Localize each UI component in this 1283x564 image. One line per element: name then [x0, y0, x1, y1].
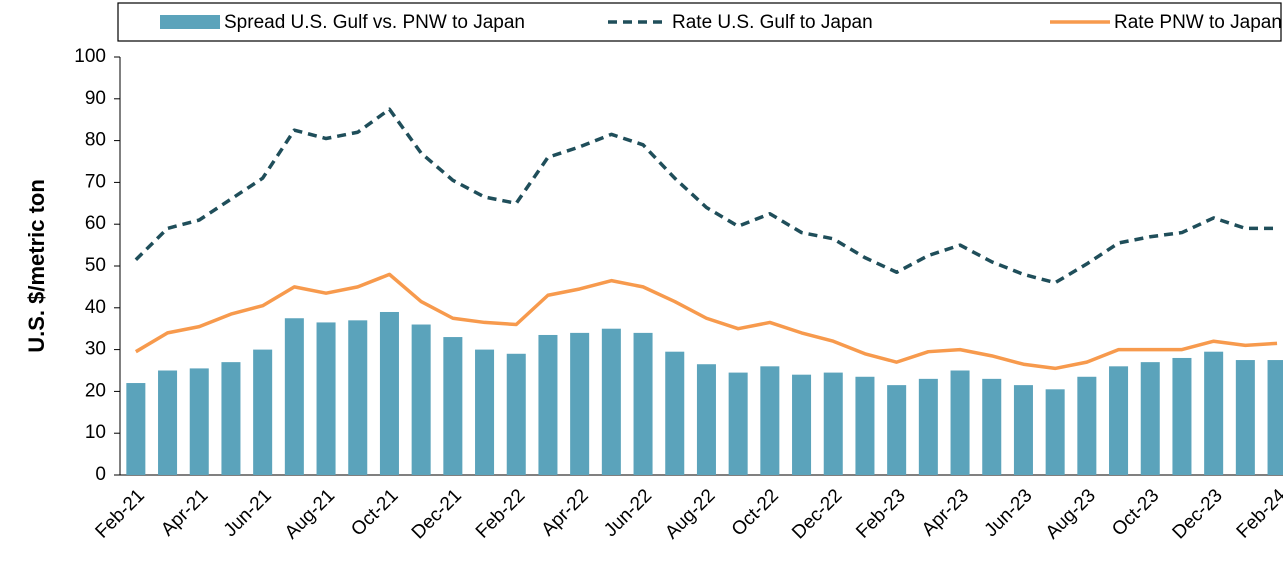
bar — [1045, 389, 1065, 475]
y-tick-label: 10 — [85, 422, 106, 443]
y-tick-label: 50 — [85, 255, 106, 276]
bar — [823, 372, 843, 475]
bar — [1077, 376, 1097, 475]
bar — [126, 383, 146, 475]
bar — [665, 351, 685, 475]
x-tick-label: Dec-21 — [408, 485, 466, 543]
bar — [189, 368, 209, 475]
x-tick-label: Oct-23 — [1108, 485, 1163, 540]
y-tick-label: 30 — [85, 339, 106, 360]
x-tick-label: Feb-21 — [92, 485, 149, 542]
bar — [792, 374, 812, 475]
x-tick-label: Aug-22 — [661, 485, 719, 543]
bar — [348, 320, 368, 475]
x-tick-label: Apr-21 — [157, 485, 212, 540]
x-tick-label: Aug-23 — [1042, 485, 1100, 543]
x-tick-label: Jun-21 — [220, 485, 276, 541]
x-tick-label: Oct-22 — [728, 485, 783, 540]
bar — [1172, 357, 1192, 475]
bar — [379, 311, 399, 475]
x-tick-label: Apr-23 — [918, 485, 973, 540]
line — [134, 107, 1278, 285]
x-tick-label: Dec-23 — [1169, 485, 1227, 543]
y-tick-label: 20 — [85, 380, 106, 401]
bar — [696, 364, 716, 475]
bar — [982, 378, 1002, 475]
x-tick-label: Feb-23 — [852, 485, 909, 542]
legend-label: Spread U.S. Gulf vs. PNW to Japan — [224, 12, 525, 33]
bar — [1267, 360, 1283, 475]
bar — [918, 378, 938, 475]
bar — [158, 370, 178, 475]
bar — [1235, 360, 1255, 475]
bar — [633, 332, 653, 475]
bar — [570, 332, 590, 475]
y-tick-label: 90 — [85, 88, 106, 109]
bar — [411, 324, 431, 475]
bar — [855, 376, 875, 475]
bar — [760, 366, 780, 475]
legend-label: Rate PNW to Japan — [1114, 12, 1282, 33]
y-tick-label: 0 — [95, 464, 106, 485]
bar — [1109, 366, 1129, 475]
bar — [443, 337, 463, 475]
x-tick-label: Feb-22 — [472, 485, 529, 542]
y-tick-label: 70 — [85, 171, 106, 192]
y-axis-title: U.S. $/metric ton — [24, 179, 49, 353]
legend-swatch — [160, 15, 220, 29]
y-tick-label: 100 — [74, 46, 106, 67]
bar — [506, 353, 526, 475]
bar — [887, 385, 907, 475]
x-tick-label: Jun-23 — [981, 485, 1037, 541]
bar — [1140, 362, 1160, 475]
x-tick-label: Oct-21 — [347, 485, 402, 540]
bar — [1204, 351, 1224, 475]
bar — [1013, 385, 1033, 475]
bar — [253, 349, 273, 475]
bar — [316, 322, 336, 475]
y-tick-label: 80 — [85, 130, 106, 151]
bar — [538, 334, 558, 475]
line — [134, 272, 1278, 371]
x-tick-label: Apr-22 — [538, 485, 593, 540]
bar — [728, 372, 748, 475]
bar — [601, 328, 621, 475]
y-tick-label: 40 — [85, 297, 106, 318]
bar — [221, 362, 241, 475]
x-tick-label: Feb-24 — [1233, 485, 1283, 543]
bar — [475, 349, 495, 475]
bar — [284, 318, 304, 475]
y-tick-label: 60 — [85, 213, 106, 234]
legend-label: Rate U.S. Gulf to Japan — [672, 12, 873, 33]
x-tick-label: Aug-21 — [281, 485, 339, 543]
x-tick-label: Dec-22 — [788, 485, 846, 543]
bar — [950, 370, 970, 475]
x-tick-label: Jun-22 — [600, 485, 656, 541]
